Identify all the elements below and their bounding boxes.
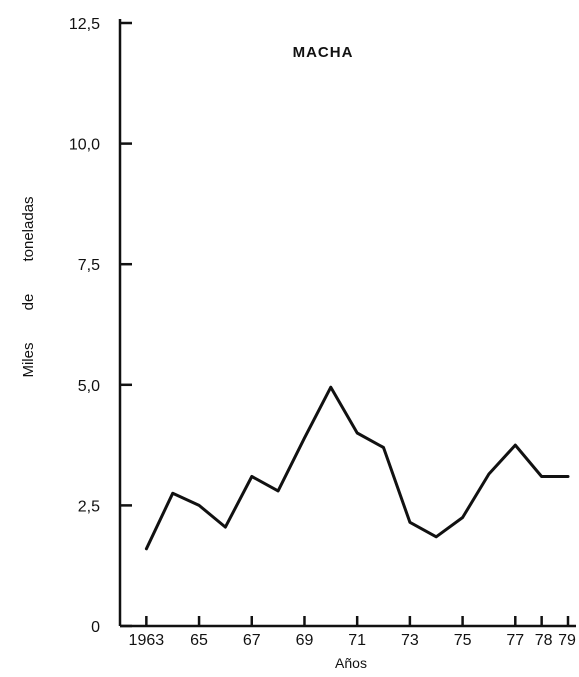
data-point [566, 475, 570, 478]
x-tick-label: 65 [190, 632, 208, 649]
x-axis-label: Años [335, 655, 367, 671]
x-tick-label: 71 [348, 632, 366, 649]
series-group [144, 385, 570, 551]
y-tick-label: 2,5 [78, 498, 100, 515]
series-line [144, 385, 570, 551]
y-tick-label: 12,5 [69, 16, 100, 33]
data-point [435, 535, 438, 538]
x-tick-label: 67 [243, 632, 261, 649]
y-tick-label: 10,0 [69, 137, 100, 154]
data-point [250, 475, 253, 478]
data-point [408, 521, 412, 524]
y-tick-label: 0 [91, 619, 100, 636]
x-tick-label: 73 [401, 632, 419, 649]
y-ticks: 0 2,5 5,0 7,5 10,0 12,5 [69, 16, 132, 636]
data-point [540, 475, 543, 478]
x-ticks: 1963 65 67 69 71 73 75 77 78 79 [129, 616, 576, 649]
x-tick-label: 1963 [129, 632, 165, 649]
x-tick-label: 69 [296, 632, 314, 649]
y-tick-label: 7,5 [78, 257, 100, 274]
data-point [197, 504, 201, 507]
data-point [145, 547, 148, 551]
data-point [461, 516, 464, 519]
data-point [329, 386, 333, 389]
data-point [514, 443, 517, 447]
data-point [355, 431, 359, 435]
data-point [276, 489, 280, 493]
x-tick-label: 77 [506, 632, 524, 649]
x-tick-label: 79 [558, 632, 576, 649]
data-point [303, 436, 306, 440]
y-axis-label: Miles de toneladas [20, 196, 37, 377]
data-point [382, 446, 385, 449]
y-tick-label: 5,0 [78, 378, 100, 395]
x-tick-label: 78 [535, 632, 553, 649]
data-point [487, 472, 491, 476]
chart-title: MACHA [293, 44, 354, 61]
data-point [171, 492, 174, 495]
data-point [224, 525, 227, 529]
axes [118, 19, 576, 628]
x-tick-label: 75 [454, 632, 472, 649]
